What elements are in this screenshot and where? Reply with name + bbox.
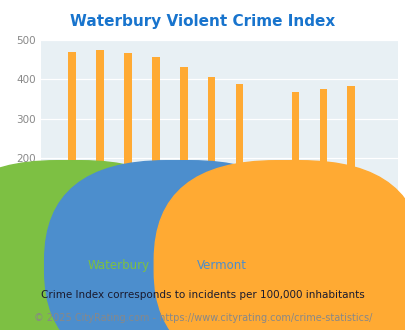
Bar xyxy=(250,221,258,238)
Bar xyxy=(235,84,243,238)
Bar xyxy=(298,191,306,238)
Bar xyxy=(83,229,91,238)
Bar xyxy=(222,215,230,238)
Text: Waterbury: Waterbury xyxy=(87,259,149,272)
Text: Waterbury Violent Crime Index: Waterbury Violent Crime Index xyxy=(70,14,335,29)
Bar xyxy=(326,198,334,238)
Bar xyxy=(152,57,159,238)
Text: Vermont: Vermont xyxy=(196,259,246,272)
Text: © 2025 CityRating.com - https://www.cityrating.com/crime-statistics/: © 2025 CityRating.com - https://www.city… xyxy=(34,314,371,323)
Text: National: National xyxy=(306,259,355,272)
Bar xyxy=(195,186,202,238)
Bar xyxy=(96,50,104,238)
Bar xyxy=(76,187,83,238)
Bar xyxy=(68,52,76,238)
Bar xyxy=(243,183,250,238)
Bar xyxy=(319,89,326,238)
Bar xyxy=(104,183,111,238)
Bar xyxy=(207,77,215,238)
Bar xyxy=(111,213,119,238)
Bar xyxy=(131,187,139,238)
Bar xyxy=(306,213,313,238)
Bar xyxy=(139,228,147,238)
Bar xyxy=(159,183,167,238)
Bar xyxy=(187,185,195,238)
Bar xyxy=(179,67,187,238)
Bar xyxy=(215,185,222,238)
Bar xyxy=(347,86,354,238)
Bar xyxy=(167,214,174,238)
Bar xyxy=(291,92,298,238)
Bar xyxy=(354,189,362,238)
Bar xyxy=(124,53,131,238)
Text: Crime Index corresponds to incidents per 100,000 inhabitants: Crime Index corresponds to incidents per… xyxy=(41,290,364,300)
